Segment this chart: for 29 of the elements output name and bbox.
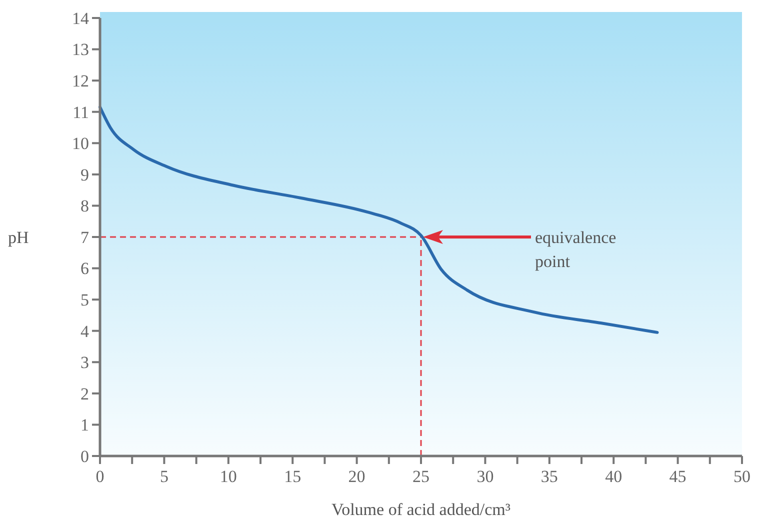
y-tick-label: 6	[80, 259, 89, 278]
x-tick-label: 35	[540, 467, 558, 486]
y-tick-label: 11	[72, 102, 89, 122]
annotation: equivalence point	[535, 228, 616, 271]
x-tick-label: 5	[160, 467, 168, 486]
y-tick-label: 1	[80, 416, 89, 435]
x-tick-label: 0	[96, 467, 104, 486]
x-tick-label: 45	[669, 467, 686, 486]
x-tick-label: 20	[348, 467, 366, 486]
x-tick-label: 50	[734, 467, 750, 486]
y-tick-label: 3	[80, 353, 89, 372]
y-tick-label: 5	[80, 290, 89, 310]
x-tick-label: 25	[412, 467, 430, 486]
y-tick-label: 7	[80, 228, 90, 247]
x-tick-label: 15	[284, 467, 302, 486]
y-tick-label: 2	[80, 384, 89, 404]
x-tick-label: 40	[605, 467, 622, 486]
x-axis-title: Volume of acid added/cm³	[332, 500, 510, 519]
y-tick-label: 9	[80, 165, 89, 184]
y-tick-label: 0	[80, 446, 89, 466]
y-tick-label: 10	[72, 134, 89, 154]
y-tick-label: 8	[80, 196, 89, 216]
y-tick-label: 13	[72, 40, 89, 60]
y-axis-title: pH	[8, 228, 29, 247]
y-tick-label: 12	[72, 72, 89, 91]
x-tick-label: 10	[220, 467, 237, 486]
y-tick-label: 14	[72, 8, 90, 28]
y-tick-label: 4	[80, 322, 90, 341]
x-tick-label: 30	[476, 467, 494, 486]
